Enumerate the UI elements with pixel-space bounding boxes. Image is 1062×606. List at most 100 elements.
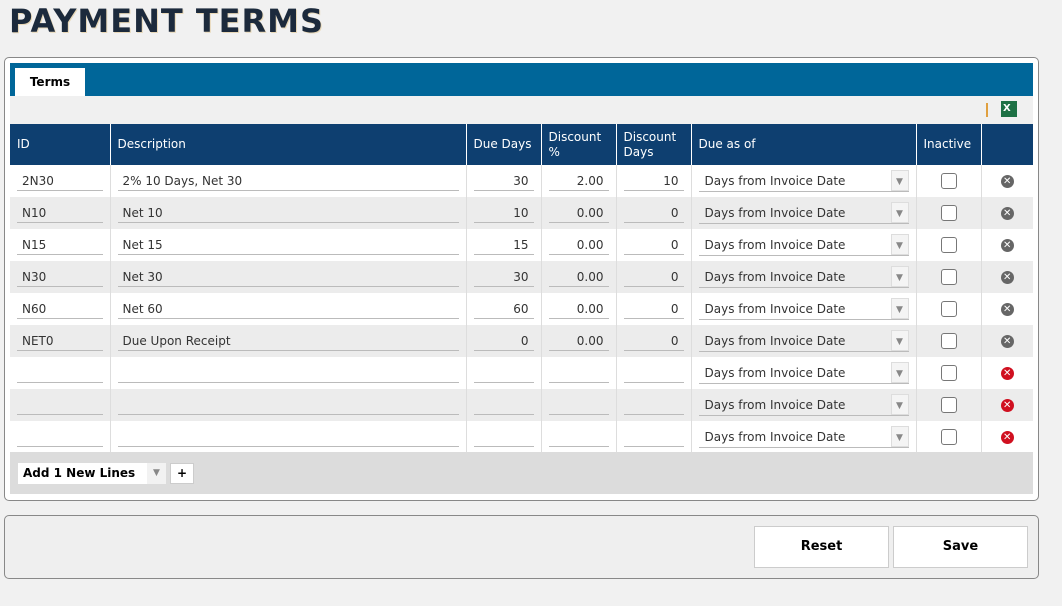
description-field[interactable] [117,427,459,447]
id-field[interactable] [17,427,103,447]
chevron-down-icon[interactable]: ▼ [890,394,909,415]
delete-row-icon[interactable]: ✕ [1000,366,1014,380]
inactive-checkbox[interactable] [940,301,957,317]
column-header[interactable] [980,124,1033,165]
inactive-checkbox[interactable] [940,365,957,381]
due-days-field[interactable]: 0 [473,331,534,351]
add-lines-button[interactable]: + [170,463,194,484]
id-field[interactable]: NET0 [17,331,103,351]
save-button[interactable]: Save [893,526,1028,568]
discount-pct-field[interactable]: 0.00 [548,331,609,351]
delete-row-icon[interactable]: ✕ [1000,270,1014,284]
chevron-down-icon[interactable]: ▼ [890,330,909,351]
delete-row-icon[interactable]: ✕ [1000,334,1014,348]
discount-days-field[interactable] [623,395,684,415]
discount-pct-field[interactable]: 0.00 [548,235,609,255]
id-field[interactable] [17,395,103,415]
column-header[interactable]: Inactive [915,124,981,165]
add-lines-select[interactable]: Add 1 New Lines ▼ [18,463,166,484]
description-field[interactable]: Net 10 [117,203,459,223]
id-field[interactable]: N60 [17,299,103,319]
description-field-cell [109,357,466,389]
delete-row-icon[interactable]: ✕ [1000,206,1014,220]
discount-days-field[interactable]: 10 [623,171,684,191]
delete-row-icon[interactable]: ✕ [1000,398,1014,412]
due-days-field[interactable] [473,363,534,383]
discount-days-field[interactable] [623,363,684,383]
due-as-of-select[interactable]: Days from Invoice Date ▼ [698,266,909,288]
excel-export-icon[interactable]: X [1001,101,1017,117]
tab-terms[interactable]: Terms [15,68,85,96]
discount-days-field[interactable]: 0 [623,267,684,287]
inactive-checkbox[interactable] [940,397,957,413]
description-field[interactable]: Net 60 [117,299,459,319]
inactive-checkbox[interactable] [940,429,957,445]
reset-button[interactable]: Reset [754,526,889,568]
id-field[interactable]: N10 [17,203,103,223]
discount-pct-field[interactable]: 0.00 [548,299,609,319]
due-as-of-select[interactable]: Days from Invoice Date ▼ [698,362,909,384]
due-as-of-select[interactable]: Days from Invoice Date ▼ [698,426,909,448]
discount-pct-field[interactable]: 0.00 [548,203,609,223]
due-as-of-select[interactable]: Days from Invoice Date ▼ [698,202,909,224]
column-header[interactable]: Discount % [540,124,616,165]
id-field[interactable] [17,363,103,383]
inactive-checkbox[interactable] [940,173,957,189]
due-as-of-select[interactable]: Days from Invoice Date ▼ [698,298,909,320]
chevron-down-icon[interactable]: ▼ [147,463,166,484]
column-header[interactable]: Due as of [690,124,916,165]
chevron-down-icon[interactable]: ▼ [890,298,909,319]
due-days-field[interactable] [473,427,534,447]
delete-row-icon[interactable]: ✕ [1000,302,1014,316]
column-header[interactable]: Discount Days [615,124,691,165]
discount-pct-field[interactable] [548,395,609,415]
due-days-field[interactable]: 60 [473,299,534,319]
id-field[interactable]: N15 [17,235,103,255]
discount-pct-field[interactable]: 0.00 [548,267,609,287]
description-field[interactable]: Net 30 [117,267,459,287]
discount-days-field-cell [615,389,691,421]
chevron-down-icon[interactable]: ▼ [890,266,909,287]
discount-pct-field[interactable]: 2.00 [548,171,609,191]
delete-row-icon[interactable]: ✕ [1000,238,1014,252]
chevron-down-icon[interactable]: ▼ [890,170,909,191]
tab-bar: Terms [10,63,1033,96]
inactive-checkbox[interactable] [940,269,957,285]
description-field[interactable] [117,395,459,415]
due-as-of-select[interactable]: Days from Invoice Date ▼ [698,394,909,416]
id-field[interactable]: 2N30 [17,171,103,191]
discount-days-field[interactable]: 0 [623,203,684,223]
chevron-down-icon[interactable]: ▼ [890,234,909,255]
inactive-checkbox[interactable] [940,205,957,221]
description-field[interactable]: Due Upon Receipt [117,331,459,351]
discount-pct-field[interactable] [548,363,609,383]
column-header[interactable]: Description [109,124,466,165]
grid-toolbar: X [10,96,1033,124]
discount-pct-field[interactable] [548,427,609,447]
id-field[interactable]: N30 [17,267,103,287]
description-field[interactable] [117,363,459,383]
column-header[interactable]: ID [10,124,110,165]
chevron-down-icon[interactable]: ▼ [890,202,909,223]
due-days-field[interactable]: 15 [473,235,534,255]
discount-days-field[interactable]: 0 [623,331,684,351]
inactive-checkbox[interactable] [940,333,957,349]
inactive-checkbox[interactable] [940,237,957,253]
due-as-of-select[interactable]: Days from Invoice Date ▼ [698,330,909,352]
due-days-field[interactable]: 10 [473,203,534,223]
description-field[interactable]: Net 15 [117,235,459,255]
due-days-field[interactable] [473,395,534,415]
due-days-field[interactable]: 30 [473,171,534,191]
column-header[interactable]: Due Days [465,124,541,165]
due-as-of-select[interactable]: Days from Invoice Date ▼ [698,234,909,256]
chevron-down-icon[interactable]: ▼ [890,362,909,383]
description-field[interactable]: 2% 10 Days, Net 30 [117,171,459,191]
chevron-down-icon[interactable]: ▼ [890,426,909,447]
due-days-field[interactable]: 30 [473,267,534,287]
discount-days-field[interactable]: 0 [623,299,684,319]
discount-days-field[interactable] [623,427,684,447]
discount-days-field[interactable]: 0 [623,235,684,255]
delete-row-icon[interactable]: ✕ [1000,430,1014,444]
due-as-of-select[interactable]: Days from Invoice Date ▼ [698,170,909,192]
delete-row-icon[interactable]: ✕ [1000,174,1014,188]
